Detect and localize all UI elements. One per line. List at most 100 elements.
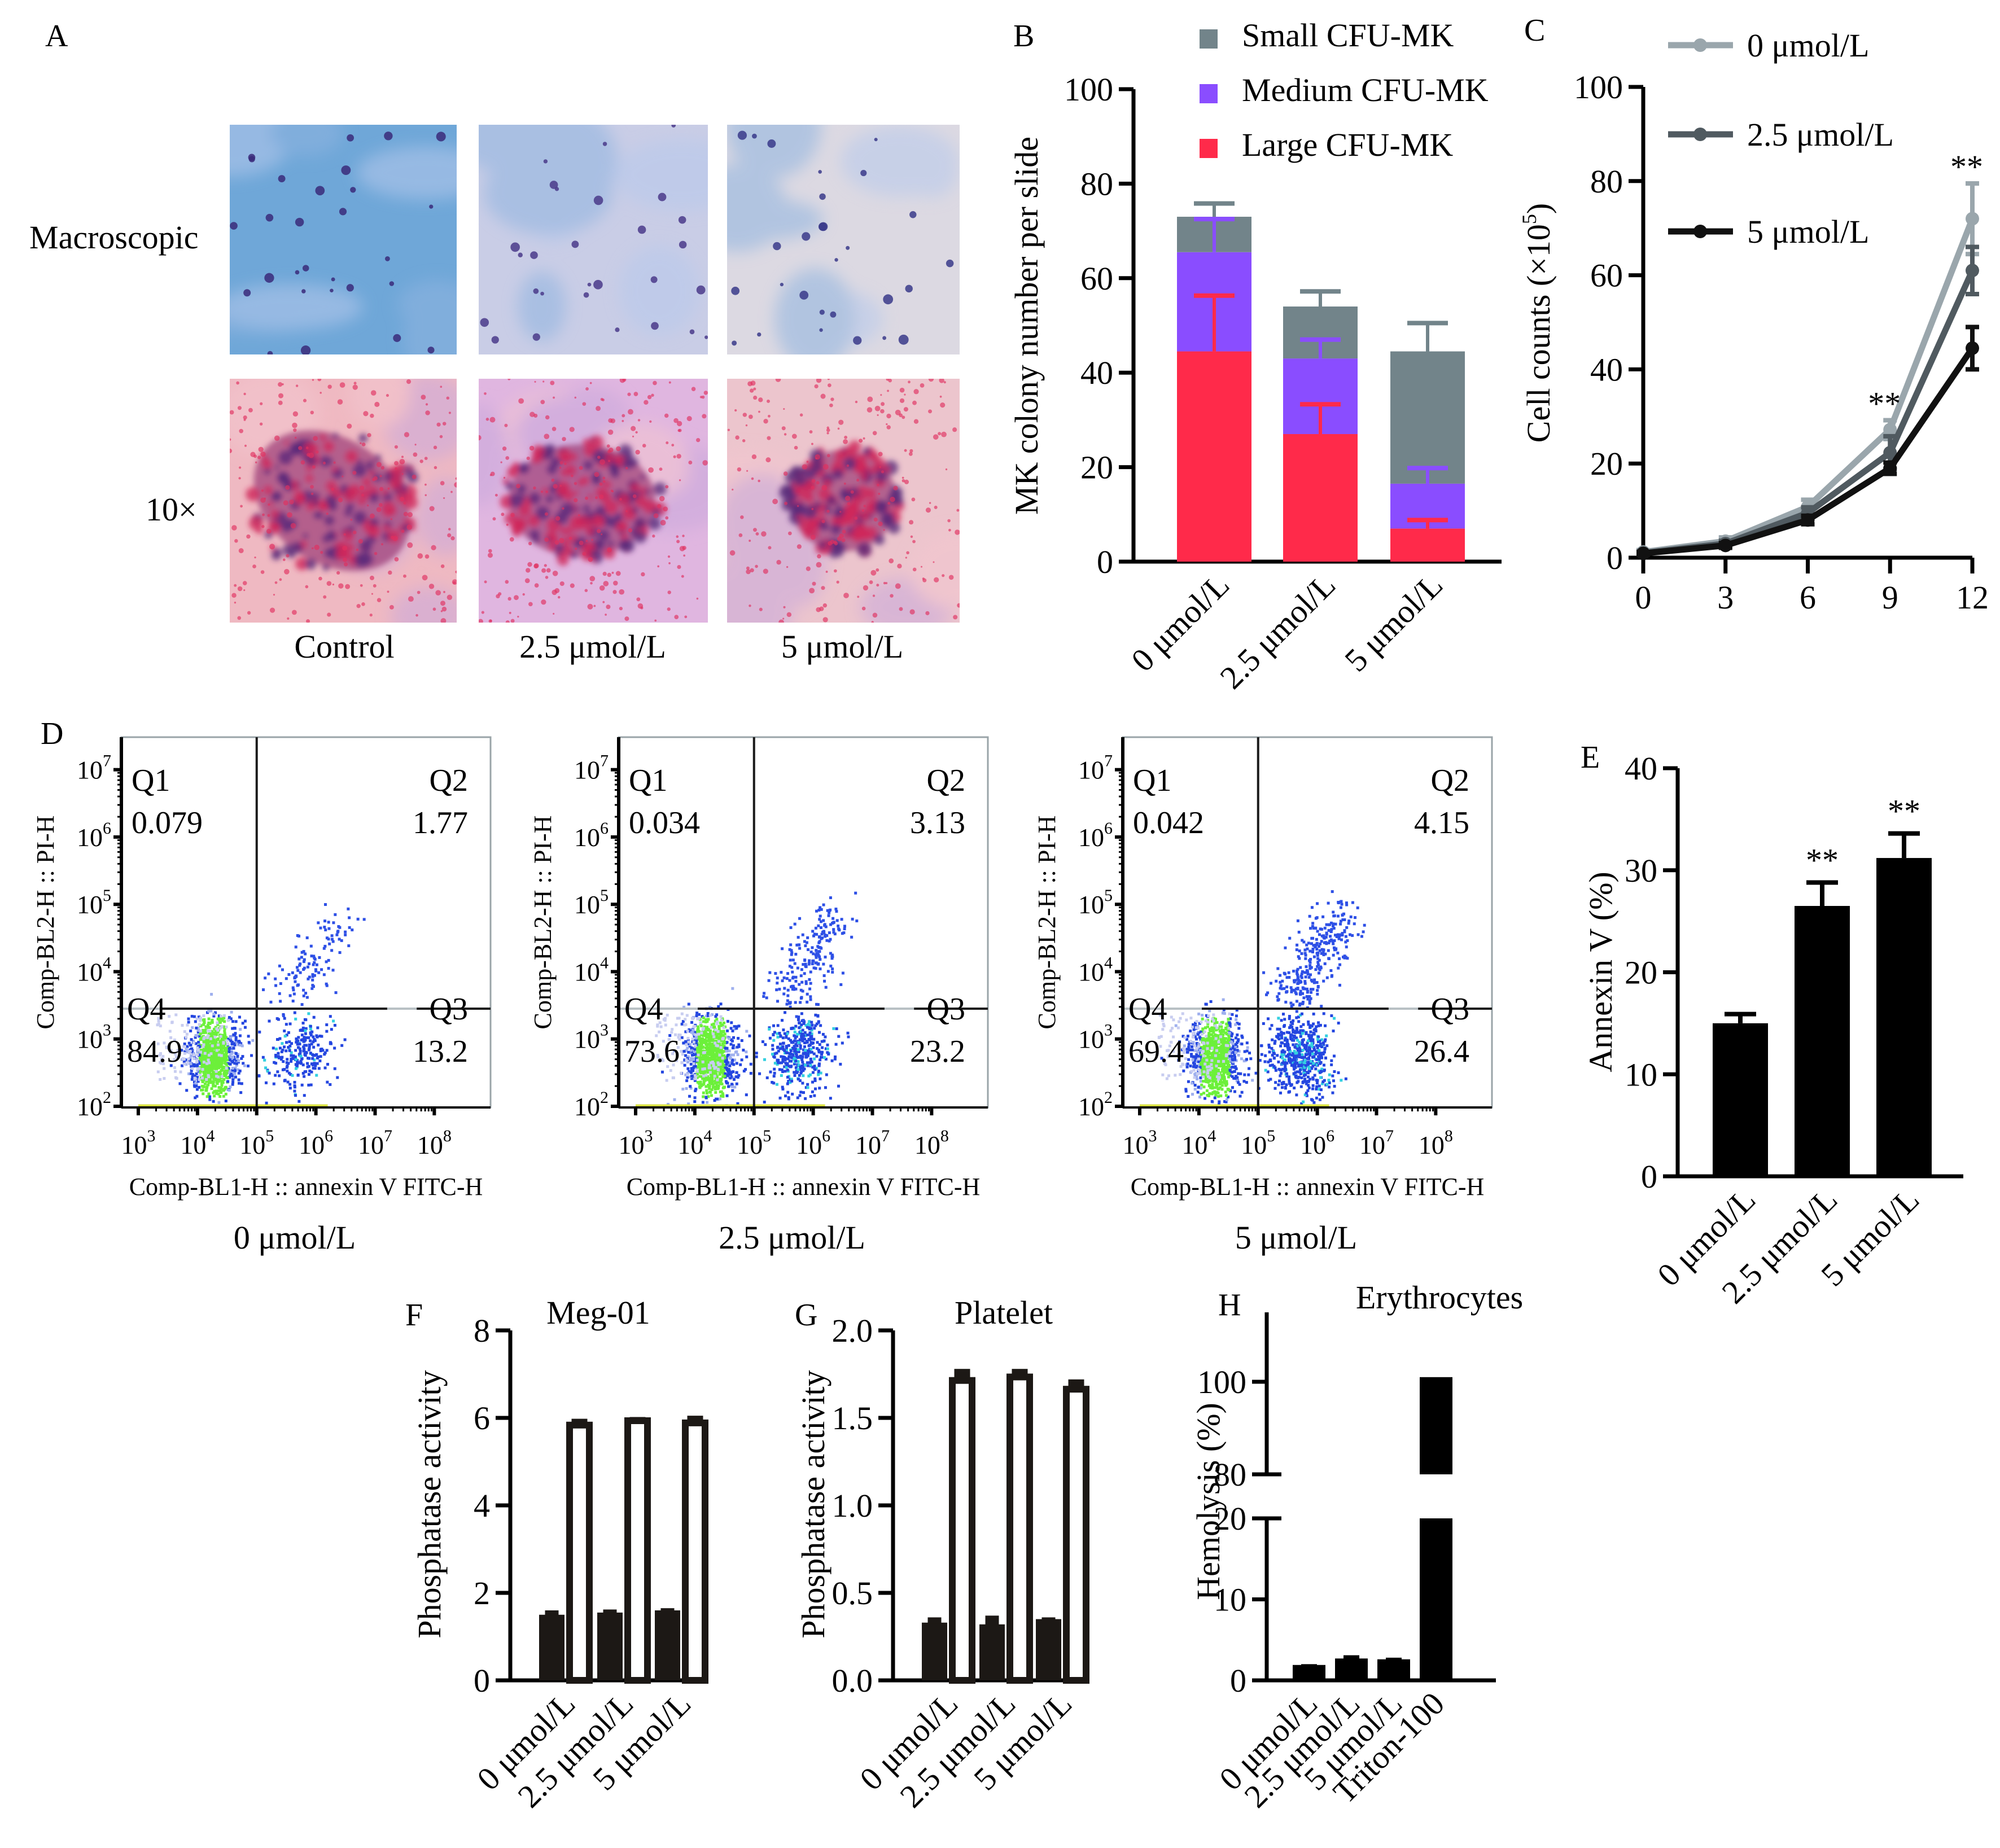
y-tick-label: 102 <box>574 1088 609 1121</box>
y-tick-label: 106 <box>574 819 609 852</box>
quadrant-value-q4: 69.4 <box>1128 1034 1184 1069</box>
bar-segment-large <box>1177 351 1251 562</box>
y-tick-label: 40 <box>1590 351 1623 388</box>
flow-plot-2: 102 103 104 105 106 107 103 104 105 106 107 108 Q1 0.… <box>529 736 989 1256</box>
quadrant-label-q1: Q1 <box>629 763 667 798</box>
bar <box>1335 1658 1368 1680</box>
quadrant-label-q3: Q3 <box>430 992 468 1027</box>
y-tick-label: 103 <box>77 1021 111 1054</box>
error-bar <box>1301 1664 1317 1666</box>
y-tick-label: 103 <box>1078 1021 1113 1054</box>
panel-letter-b: B <box>1013 19 1034 54</box>
column-label-control: Control <box>294 628 394 665</box>
x-tick-label: 0 μmol/L <box>1124 566 1236 678</box>
y-tick-label: 0 <box>1607 540 1623 576</box>
x-axis-label: Comp-BL1-H :: annexin V FITC-H <box>627 1173 981 1201</box>
error-bar <box>927 1617 942 1624</box>
series-2 <box>1636 325 1979 560</box>
panel-letter-d: D <box>41 716 63 751</box>
series-1 <box>1636 244 1979 560</box>
x-tick-label: 6 <box>1800 579 1816 616</box>
error-bar <box>603 1609 617 1614</box>
y-tick-label: 104 <box>574 953 609 986</box>
y-tick-label: 105 <box>574 886 609 919</box>
panel-g-bar-chart: G Platelet Phosphatase activity 0.0 0.5 1.… <box>795 1294 1089 1815</box>
error-bar <box>629 1417 646 1419</box>
y-tick-label: 20 <box>1590 445 1623 482</box>
y-tick-label: 80 <box>1590 163 1623 200</box>
y-tick-label: 20 <box>1625 954 1657 991</box>
y-tick-label: 100 <box>1574 69 1623 106</box>
error-bar <box>1386 1657 1402 1660</box>
micrograph-10x-1 <box>230 379 457 623</box>
bar-lower-segment <box>1420 1518 1452 1680</box>
y-tick-label: 80 <box>1214 1456 1246 1493</box>
y-tick-label: 60 <box>1590 257 1623 294</box>
y-tick-label: 40 <box>1080 354 1113 391</box>
condition-label: 5 μmol/L <box>1235 1219 1357 1256</box>
data-point <box>1966 341 1979 355</box>
x-tick-label: 106 <box>796 1127 830 1159</box>
chart-title: Meg-01 <box>546 1294 650 1331</box>
x-tick-label: 108 <box>417 1127 452 1159</box>
bar-segment-large <box>1390 528 1465 562</box>
x-tick-label: 103 <box>619 1127 653 1159</box>
panel-letter-h: H <box>1218 1288 1241 1322</box>
y-tick-label: 107 <box>77 752 111 785</box>
significance-marker: ** <box>1806 842 1839 878</box>
significance-marker: ** <box>1868 385 1901 422</box>
y-tick-label: 105 <box>1078 886 1113 919</box>
megakaryocyte-colony <box>779 440 904 559</box>
y-axis-label: Comp-BL2-H :: PI-H <box>1033 816 1061 1030</box>
y-tick-label: 1.0 <box>832 1487 873 1524</box>
flow-plot-1: 102 103 104 105 106 107 103 104 105 106 107 108 Q1 0.… <box>32 736 492 1256</box>
legend-label: Medium CFU-MK <box>1242 72 1489 108</box>
y-tick-label: 80 <box>1080 165 1113 202</box>
condition-label: 2.5 μmol/L <box>719 1219 865 1256</box>
x-tick-label: 5 μmol/L <box>1337 566 1450 678</box>
x-tick-label: 104 <box>677 1127 712 1159</box>
y-tick-label: 100 <box>1197 1364 1246 1400</box>
y-tick-label: 30 <box>1625 852 1657 889</box>
x-tick-label: 107 <box>1359 1127 1394 1159</box>
data-point <box>1966 212 1979 226</box>
panel-letter-f: F <box>405 1298 423 1333</box>
y-tick-label: 0.0 <box>832 1662 873 1699</box>
panel-c-line-chart: C Cell counts (×105) 0 20 40 60 80 100 0 3 6 9 12 0… <box>1518 13 1989 616</box>
x-tick-label: 104 <box>180 1127 215 1159</box>
quadrant-value-q1: 0.079 <box>132 805 203 840</box>
y-tick-label: 107 <box>1078 752 1113 785</box>
x-tick-label: 108 <box>1419 1127 1453 1159</box>
x-tick-label: 0 <box>1635 579 1652 616</box>
data-point <box>1718 538 1732 553</box>
quadrant-label-q4: Q4 <box>1128 992 1167 1027</box>
error-bar <box>1068 1379 1084 1388</box>
y-tick-label: 0 <box>1230 1662 1246 1699</box>
y-axis-label: Annexin V (%) <box>1582 872 1619 1072</box>
bar-filled <box>655 1610 680 1680</box>
bar-open <box>949 1377 975 1684</box>
bar-open <box>566 1421 593 1684</box>
data-point <box>1883 423 1897 437</box>
significance-marker: ** <box>1888 793 1920 830</box>
condition-label: 0 μmol/L <box>234 1219 356 1256</box>
micrograph-10x-2 <box>479 379 708 623</box>
x-tick-label: 3 <box>1717 579 1734 616</box>
data-point <box>1636 546 1650 560</box>
y-tick-label: 60 <box>1080 260 1113 297</box>
y-tick-label: 40 <box>1625 750 1657 787</box>
quadrant-value-q2: 4.15 <box>1414 805 1469 840</box>
y-axis-label: Cell counts (×105) <box>1518 203 1557 443</box>
quadrant-label-q4: Q4 <box>624 992 663 1027</box>
legend-marker <box>1693 128 1707 141</box>
quadrant-value-q4: 73.6 <box>624 1034 680 1069</box>
y-tick-label: 102 <box>77 1088 111 1121</box>
y-tick-label: 20 <box>1214 1500 1246 1537</box>
y-tick-label: 105 <box>77 886 111 919</box>
bar <box>1795 906 1850 1176</box>
y-axis-label: Phosphatase activity <box>795 1370 831 1638</box>
bar-open <box>1063 1386 1089 1684</box>
micrograph-grid <box>230 125 960 623</box>
y-tick-label: 2 <box>474 1575 490 1611</box>
